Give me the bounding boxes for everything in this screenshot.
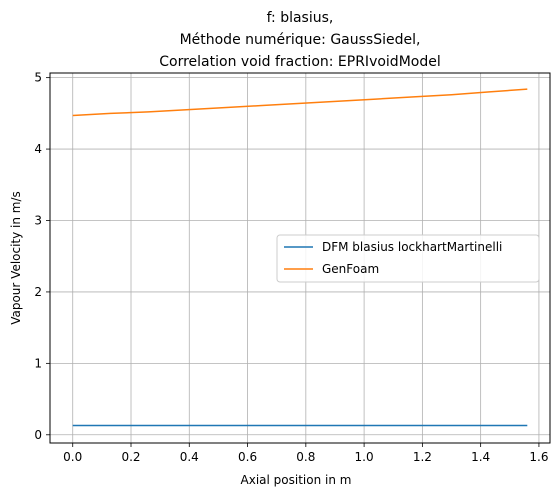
x-tick-label: 0.6 <box>238 450 257 464</box>
x-tick-label: 1.6 <box>529 450 548 464</box>
chart-title: f: blasius, Méthode numérique: GaussSied… <box>159 10 440 70</box>
x-tick-label: 1.2 <box>413 450 432 464</box>
chart-title-line-3: Correlation void fraction: EPRIvoidModel <box>159 54 440 70</box>
y-axis-label: Vapour Velocity in m/s <box>9 191 23 325</box>
plot-frame <box>49 72 551 444</box>
legend-box <box>276 234 540 283</box>
y-tick-label: 2 <box>34 285 42 299</box>
series-line-genfoam <box>72 88 528 117</box>
legend-label-dfm: DFM blasius lockhartMartinelli <box>322 240 502 254</box>
x-tick-label: 0.4 <box>180 450 199 464</box>
y-tick-label: 3 <box>34 214 42 228</box>
series-lines <box>72 88 528 427</box>
x-tick-label: 0.8 <box>296 450 315 464</box>
y-tick-label: 4 <box>34 142 42 156</box>
x-tick-label: 0.0 <box>63 450 82 464</box>
x-tick-label: 1.0 <box>355 450 374 464</box>
y-tick-label: 0 <box>34 428 42 442</box>
x-tick-label: 1.4 <box>471 450 490 464</box>
legend-label-genfoam: GenFoam <box>322 262 379 276</box>
chart-title-line-1: f: blasius, <box>267 10 334 26</box>
x-axis-label: Axial position in m <box>241 473 352 487</box>
chart-title-line-2: Méthode numérique: GaussSiedel, <box>180 32 421 48</box>
y-tick-label: 5 <box>34 71 42 85</box>
axis-ticks: 0.0 0.2 0.4 0.6 0.8 1.0 1.2 1.4 1.6 0 1 2 3 4 5 <box>34 71 548 464</box>
x-tick-label: 0.2 <box>121 450 140 464</box>
y-tick-label: 1 <box>34 356 42 370</box>
legend: DFM blasius lockhartMartinelli GenFoam <box>276 234 540 283</box>
